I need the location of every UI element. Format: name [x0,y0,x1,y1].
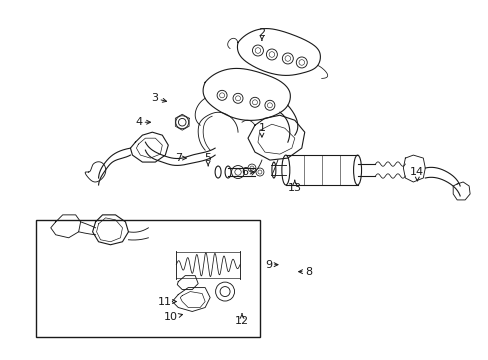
Text: 7: 7 [175,153,186,163]
Text: 6: 6 [241,167,254,177]
Bar [36,220,260,337]
Text: 9: 9 [264,260,277,270]
Text: 12: 12 [234,314,248,327]
Text: 4: 4 [135,117,150,127]
Text: 1: 1 [258,123,265,137]
Text: 3: 3 [151,93,166,103]
Text: 5: 5 [204,153,211,166]
Text: 8: 8 [298,267,311,276]
Text: 13: 13 [287,180,301,193]
Text: 2: 2 [258,28,265,40]
Text: 10: 10 [164,312,182,323]
Text: 14: 14 [409,167,424,181]
Text: 11: 11 [158,297,176,306]
